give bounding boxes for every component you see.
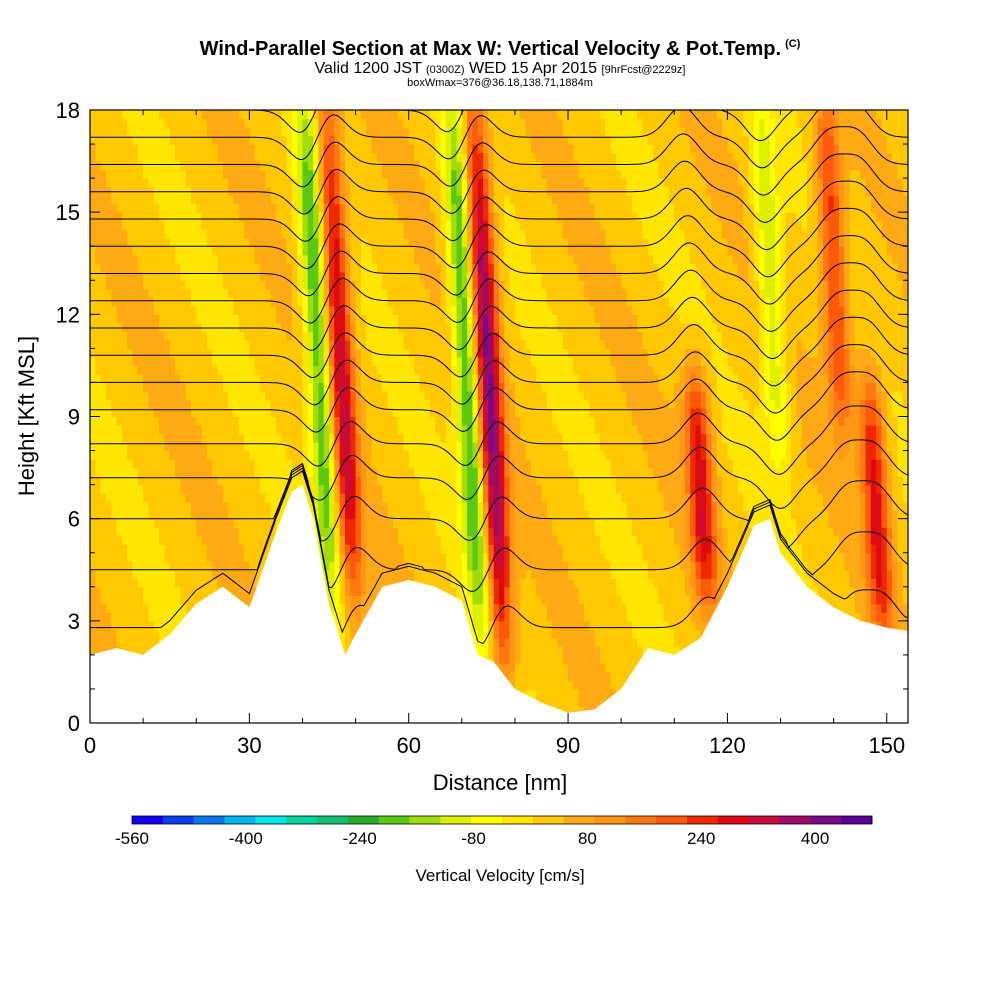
- colorbar-swatch: [625, 816, 657, 824]
- colorbar-swatch: [224, 816, 256, 824]
- colorbar-swatch: [779, 816, 811, 824]
- isentrope-line: [90, 289, 908, 360]
- colorbar-swatch: [162, 816, 195, 824]
- colorbar-swatch: [502, 816, 534, 824]
- isentrope-line: [90, 470, 908, 645]
- colorbar-tick-label: -240: [343, 829, 377, 848]
- isentrope-line: [90, 405, 908, 475]
- y-tick-label: 3: [68, 609, 80, 634]
- colorbar-swatch: [841, 816, 873, 824]
- colorbar-swatch: [656, 816, 688, 824]
- colorbar-swatch: [687, 816, 719, 824]
- isentrope-line: [90, 316, 908, 387]
- colorbar-swatch: [563, 816, 595, 824]
- isentrope-line: [90, 235, 908, 305]
- potential-temperature-contours: [90, 110, 908, 645]
- isentrope-line: [90, 110, 908, 169]
- colorbar-swatch: [255, 816, 287, 824]
- isentrope-line: [90, 439, 908, 509]
- colorbar: -560 -400 -240 -80 80 240 400: [115, 815, 873, 848]
- colorbar-frame: [131, 815, 873, 825]
- colorbar-swatch: [378, 816, 410, 824]
- colorbar-swatch: [532, 816, 565, 824]
- isentrope-line: [90, 110, 908, 141]
- box-info: boxWmax=376@36.18,138.71,1884m: [407, 77, 593, 89]
- isentrope-line: [90, 467, 908, 592]
- x-tick-label: 30: [237, 733, 261, 758]
- x-tick-label: 0: [84, 733, 96, 758]
- colorbar-swatch: [132, 816, 164, 824]
- isentrope-line: [90, 180, 908, 251]
- colorbar-swatch: [347, 816, 380, 824]
- isentrope-line: [90, 207, 908, 278]
- colorbar-swatch: [409, 816, 441, 824]
- y-axis-label: Height [Kft MSL]: [14, 336, 39, 496]
- x-tick-label: 120: [709, 733, 746, 758]
- colorbar-tick-label: -400: [229, 829, 263, 848]
- colorbar-tick-label: -80: [461, 829, 486, 848]
- y-tick-label: 12: [56, 302, 80, 327]
- y-tick-label: 9: [68, 405, 80, 430]
- colorbar-swatch: [748, 816, 780, 824]
- x-tick-label: 90: [556, 733, 580, 758]
- y-tick-label: 18: [56, 98, 80, 123]
- isentrope-line: [90, 126, 908, 196]
- colorbar-swatch: [471, 816, 503, 824]
- x-tick-label: 60: [396, 733, 420, 758]
- colorbar-label: Vertical Velocity [cm/s]: [415, 866, 584, 885]
- colorbar-swatch: [594, 816, 626, 824]
- y-tick-label: 15: [56, 200, 80, 225]
- x-axis-label: Distance [nm]: [433, 770, 568, 795]
- colorbar-tick-label: 400: [801, 829, 829, 848]
- chart-subtitle: Valid 1200 JST (0300Z) WED 15 Apr 2015 […: [314, 60, 686, 77]
- terrain-area: [90, 484, 908, 723]
- isentrope-line: [90, 464, 908, 549]
- chart-title: Wind-Parallel Section at Max W: Vertical…: [199, 38, 801, 60]
- isentrope-line: [90, 262, 908, 332]
- isentrope-line: [90, 344, 908, 414]
- colorbar-tick-label: 240: [687, 829, 715, 848]
- colorbar-swatch: [440, 816, 472, 824]
- terrain-profile: [90, 484, 908, 723]
- y-tick-label: 6: [68, 507, 80, 532]
- colorbar-tick-label: 80: [578, 829, 597, 848]
- colorbar-swatch: [717, 816, 750, 824]
- y-tick-label: 0: [68, 711, 80, 736]
- isentrope-line: [90, 371, 908, 441]
- colorbar-tick-label: -560: [115, 829, 149, 848]
- colorbar-swatch: [193, 816, 225, 824]
- axes: 0 30 60 90 120 150 0 3 6 9 12 15 18: [56, 98, 908, 758]
- colorbar-swatch: [810, 816, 842, 824]
- x-tick-label: 150: [868, 733, 905, 758]
- isentrope-line: [90, 153, 908, 223]
- colorbar-swatch: [286, 816, 318, 824]
- colorbar-swatch: [317, 816, 349, 824]
